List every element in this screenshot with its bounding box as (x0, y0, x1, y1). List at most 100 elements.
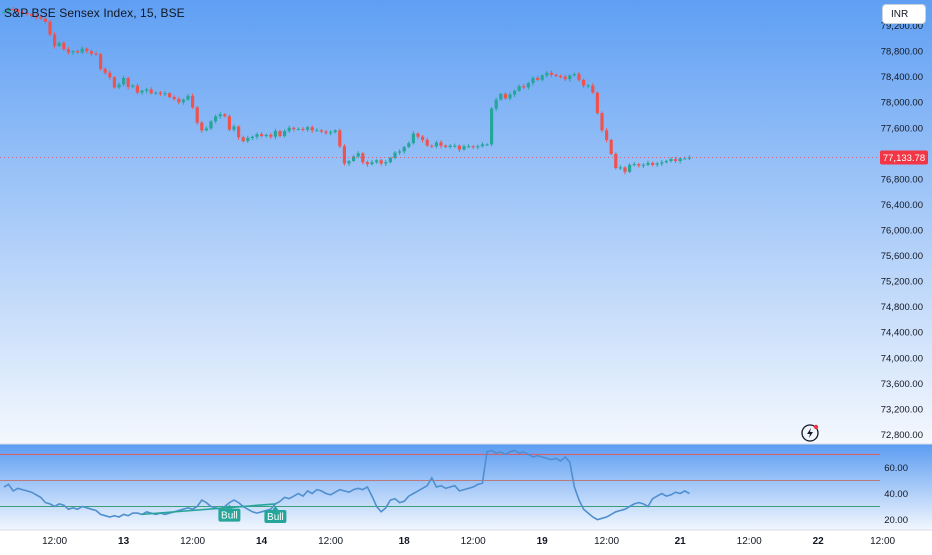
candle-body (283, 130, 287, 137)
candle-body (287, 127, 291, 131)
candle-body (246, 137, 250, 142)
candle-body (559, 76, 563, 78)
price-tick-label: 79,200.00 (881, 21, 923, 32)
candle-body (674, 159, 678, 161)
candle-body (89, 51, 93, 54)
candle-body (163, 93, 167, 95)
candle-body (540, 75, 544, 80)
price-tick-label: 74,400.00 (881, 328, 923, 339)
candle-body (407, 143, 411, 147)
candle-body (448, 145, 452, 147)
time-axis[interactable]: 12:00 13 12:00 14 12:00 18 12:00 19 12:00 21 12:00… (42, 536, 895, 547)
time-tick-label: 12:00 (737, 536, 762, 547)
candle-body (145, 89, 149, 91)
candle-body (660, 162, 664, 164)
price-tick-label: 75,600.00 (881, 251, 923, 262)
candle-body (34, 15, 38, 18)
candle-body (600, 113, 604, 131)
candle-body (218, 114, 222, 117)
candle-body (572, 74, 576, 76)
candle-body (609, 139, 613, 154)
candle-body (237, 126, 241, 138)
rsi-tick-label: 40.00 (884, 489, 908, 500)
candle-body (103, 68, 107, 73)
rsi-line (3, 449, 690, 521)
candle-body (669, 159, 673, 161)
candle-body (126, 77, 130, 87)
candle-body (264, 134, 268, 137)
candle-body (582, 79, 586, 86)
candle-body (306, 127, 310, 130)
candle-body (186, 95, 190, 100)
candle-body (324, 131, 328, 133)
candle-body (329, 132, 333, 134)
candle-body (292, 127, 296, 130)
candle-body (646, 162, 650, 165)
rsi-axis[interactable]: 20.00 40.00 60.00 (884, 463, 908, 526)
candle-body (379, 160, 383, 164)
price-tick-label: 72,800.00 (881, 430, 923, 441)
bull-label: Bull (221, 511, 238, 522)
candle-body (526, 83, 530, 88)
time-tick-label: 12:00 (180, 536, 205, 547)
candle-body (494, 99, 498, 109)
rsi-pane-background (0, 444, 932, 530)
candle-body (678, 158, 682, 161)
candle-body (16, 9, 20, 13)
candle-body (71, 51, 75, 53)
lightning-icon[interactable] (801, 424, 819, 442)
currency-button[interactable]: INR (882, 4, 926, 24)
time-tick-label: 21 (675, 536, 687, 547)
candle-body (687, 157, 691, 159)
candle-body (135, 85, 139, 93)
candle-body (628, 164, 632, 172)
candle-body (632, 164, 636, 166)
candle-body (241, 137, 245, 142)
candle-body (434, 142, 438, 147)
candle-body (43, 18, 47, 22)
candle-body (398, 151, 402, 153)
candle-body (549, 72, 553, 75)
candle-body (393, 152, 397, 158)
candle-body (177, 99, 181, 103)
price-tick-label: 74,800.00 (881, 302, 923, 313)
candle-body (99, 54, 103, 69)
candle-body (342, 146, 346, 164)
candle-body (490, 108, 494, 145)
price-tick-label: 76,000.00 (881, 225, 923, 236)
candle-body (545, 72, 549, 76)
candle-body (232, 126, 236, 130)
candle-body (122, 77, 126, 85)
candlestick-series (2, 6, 691, 175)
candle-body (637, 164, 641, 166)
candle-body (595, 92, 599, 114)
time-tick-label: 14 (256, 536, 268, 547)
candle-body (352, 156, 356, 161)
price-tick-label: 78,000.00 (881, 98, 923, 109)
time-tick-label: 12:00 (42, 536, 67, 547)
candle-body (301, 129, 305, 131)
candle-body (347, 160, 351, 164)
candle-body (641, 164, 645, 166)
candle-body (683, 158, 687, 160)
price-tick-label: 75,200.00 (881, 277, 923, 288)
last-price-marker: 77,133.78 (0, 150, 928, 165)
chart-title: S&P BSE Sensex Index, 15, BSE (4, 6, 185, 20)
candle-body (200, 122, 204, 131)
time-tick-label: 12:00 (318, 536, 343, 547)
candle-body (402, 146, 406, 152)
time-tick-label: 19 (537, 536, 549, 547)
candle-body (388, 157, 392, 163)
price-pane-background (0, 0, 932, 444)
candle-body (25, 12, 29, 15)
candle-body (30, 14, 34, 16)
candle-body (664, 160, 668, 163)
candle-body (568, 75, 572, 80)
candle-body (278, 130, 282, 137)
candle-body (62, 42, 66, 50)
price-axis[interactable]: 79,200.00 78,800.00 78,400.00 78,000.00 77,6… (881, 21, 923, 441)
price-tick-label: 73,200.00 (881, 404, 923, 415)
candle-body (53, 34, 57, 46)
candle-body (462, 146, 466, 150)
